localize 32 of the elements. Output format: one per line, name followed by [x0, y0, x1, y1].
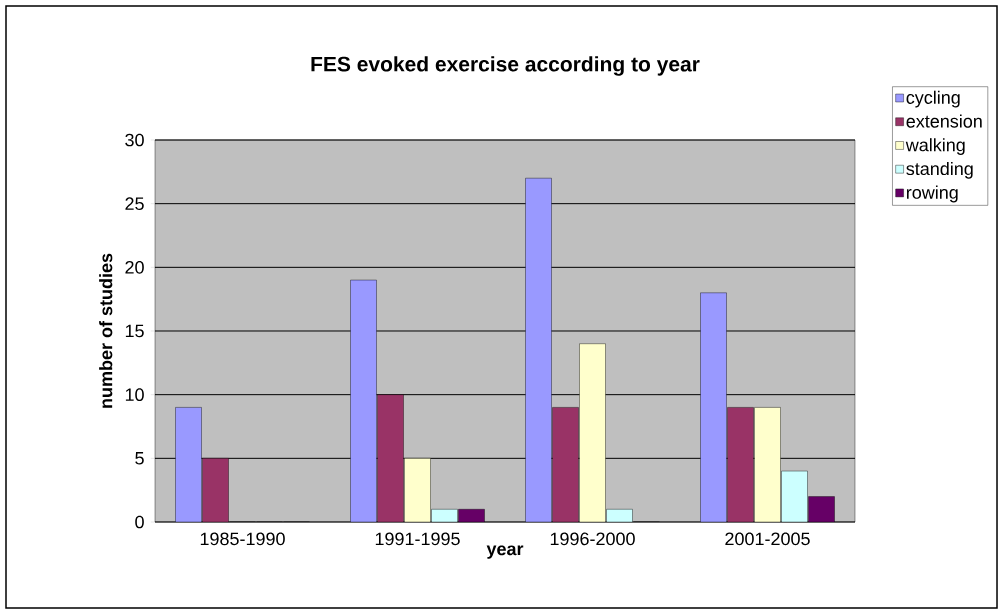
y-tick-label: 5: [135, 452, 144, 465]
bar: [700, 292, 727, 522]
y-tick-label: 10: [125, 388, 144, 402]
y-tick-label: 30: [125, 133, 144, 147]
x-tick-label: 1996-2000: [550, 532, 635, 546]
legend-label: walking: [905, 138, 965, 155]
bar: [404, 458, 431, 522]
bar: [350, 280, 377, 522]
bar: [727, 407, 754, 522]
bar: [175, 407, 202, 522]
x-tick-label: 2001-2005: [725, 532, 810, 546]
legend-label: rowing: [906, 185, 958, 203]
legend-label: cycling: [906, 90, 960, 108]
y-tick-label: 20: [125, 260, 144, 274]
chart-title: FES evoked exercise according to year: [311, 56, 700, 76]
legend-label: standing: [906, 161, 973, 179]
bar: [202, 458, 229, 522]
bar: [781, 470, 808, 522]
y-axis-title: number of studies: [99, 253, 113, 408]
x-tick-label: 1991-1995: [375, 532, 460, 546]
bar: [754, 407, 781, 522]
bar: [525, 178, 552, 522]
legend-label: extension: [906, 114, 982, 128]
bar: [808, 496, 835, 522]
bar: [552, 407, 579, 522]
x-axis-title: year: [486, 545, 524, 559]
bar: [579, 343, 606, 522]
bar: [377, 394, 404, 522]
x-tick-label: 1985-1990: [200, 532, 285, 546]
y-tick-label: 15: [125, 324, 144, 338]
y-tick-label: 0: [135, 515, 144, 529]
y-tick-label: 25: [125, 197, 144, 211]
